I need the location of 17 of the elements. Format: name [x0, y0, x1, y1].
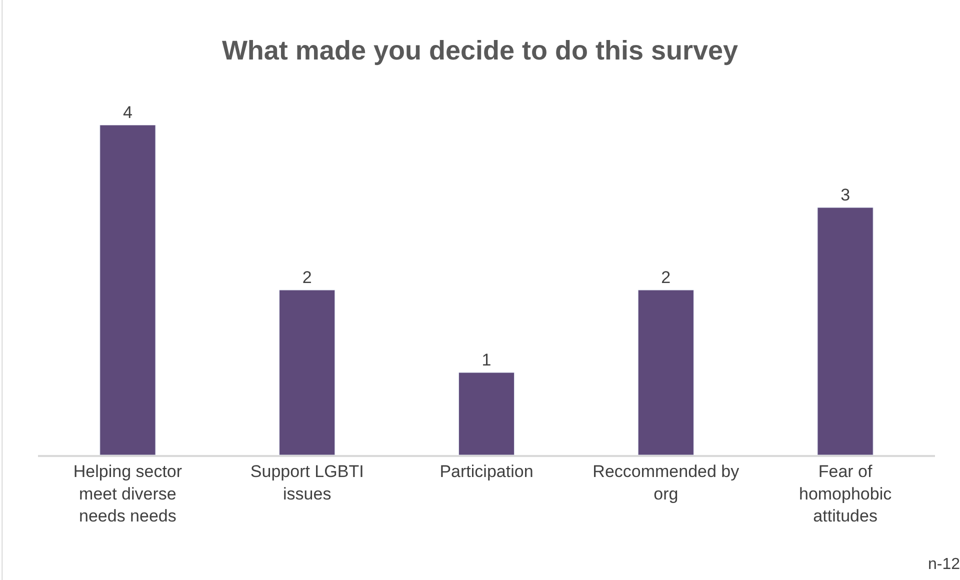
- data-label: 3: [840, 186, 850, 204]
- x-tick-label: Helping sector meet diverse needs needs: [73, 462, 182, 526]
- x-tick-label: Fear of homophobic attitudes: [798, 462, 892, 526]
- data-label: 2: [661, 268, 671, 287]
- text: n-12: [928, 556, 960, 573]
- bar: [817, 207, 874, 455]
- bar: [100, 125, 156, 455]
- chart-title: What made you decide to do this survey: [222, 36, 738, 66]
- bar: [279, 290, 336, 455]
- data-label: 2: [302, 268, 312, 287]
- bar: [638, 290, 694, 455]
- x-tick-label: Support LGBTI issues: [250, 462, 364, 504]
- bar: [458, 372, 515, 455]
- x-tick-label: Reccommended by org: [592, 462, 740, 504]
- data-label: 4: [122, 103, 132, 122]
- x-tick-label: Participation: [440, 462, 534, 482]
- data-label: 1: [482, 350, 492, 370]
